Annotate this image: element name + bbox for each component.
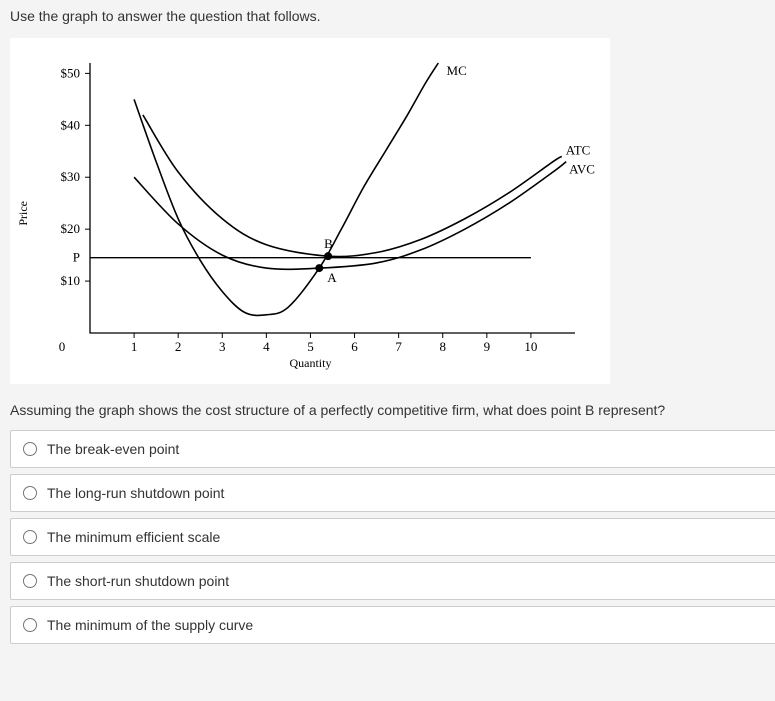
y-axis-title: Price xyxy=(16,201,31,226)
option-radio[interactable] xyxy=(23,486,37,500)
svg-text:B: B xyxy=(324,236,333,251)
option-row[interactable]: The long-run shutdown point xyxy=(10,474,775,512)
option-radio[interactable] xyxy=(23,530,37,544)
svg-text:3: 3 xyxy=(219,339,226,354)
svg-text:$10: $10 xyxy=(61,273,81,288)
svg-text:A: A xyxy=(327,270,337,285)
svg-text:ATC: ATC xyxy=(566,142,591,157)
svg-text:$20: $20 xyxy=(61,221,81,236)
svg-text:$40: $40 xyxy=(61,117,81,132)
option-radio[interactable] xyxy=(23,618,37,632)
cost-curves-chart: $10 $20 $30 $40 $50 1 2 3 4 5 6 7 8 9 10 0 Quantity P MC AT… xyxy=(35,48,604,378)
chart-container: Price $10 $20 $30 $40 $50 1 2 3 4 5 6 7 8 9 10 0 Quantit… xyxy=(10,38,610,384)
option-radio[interactable] xyxy=(23,442,37,456)
svg-text:2: 2 xyxy=(175,339,182,354)
svg-text:9: 9 xyxy=(484,339,491,354)
option-label: The minimum of the supply curve xyxy=(47,617,253,633)
option-row[interactable]: The minimum efficient scale xyxy=(10,518,775,556)
option-radio[interactable] xyxy=(23,574,37,588)
svg-text:7: 7 xyxy=(395,339,402,354)
question-text: Assuming the graph shows the cost struct… xyxy=(10,402,775,418)
svg-text:0: 0 xyxy=(59,339,66,354)
option-label: The minimum efficient scale xyxy=(47,529,220,545)
option-label: The short-run shutdown point xyxy=(47,573,229,589)
svg-text:P: P xyxy=(73,250,80,265)
prompt-text: Use the graph to answer the question tha… xyxy=(10,8,775,24)
svg-text:AVC: AVC xyxy=(569,162,595,177)
option-row[interactable]: The break-even point xyxy=(10,430,775,468)
options-list: The break-even point The long-run shutdow… xyxy=(10,430,775,644)
svg-text:Quantity: Quantity xyxy=(289,356,331,370)
svg-text:MC: MC xyxy=(447,63,467,78)
svg-text:1: 1 xyxy=(131,339,138,354)
svg-text:4: 4 xyxy=(263,339,270,354)
svg-text:6: 6 xyxy=(351,339,358,354)
svg-text:10: 10 xyxy=(524,339,537,354)
svg-text:8: 8 xyxy=(439,339,446,354)
option-label: The break-even point xyxy=(47,441,179,457)
svg-text:5: 5 xyxy=(307,339,314,354)
svg-text:$50: $50 xyxy=(61,65,81,80)
option-label: The long-run shutdown point xyxy=(47,485,224,501)
option-row[interactable]: The minimum of the supply curve xyxy=(10,606,775,644)
option-row[interactable]: The short-run shutdown point xyxy=(10,562,775,600)
svg-text:$30: $30 xyxy=(61,169,81,184)
